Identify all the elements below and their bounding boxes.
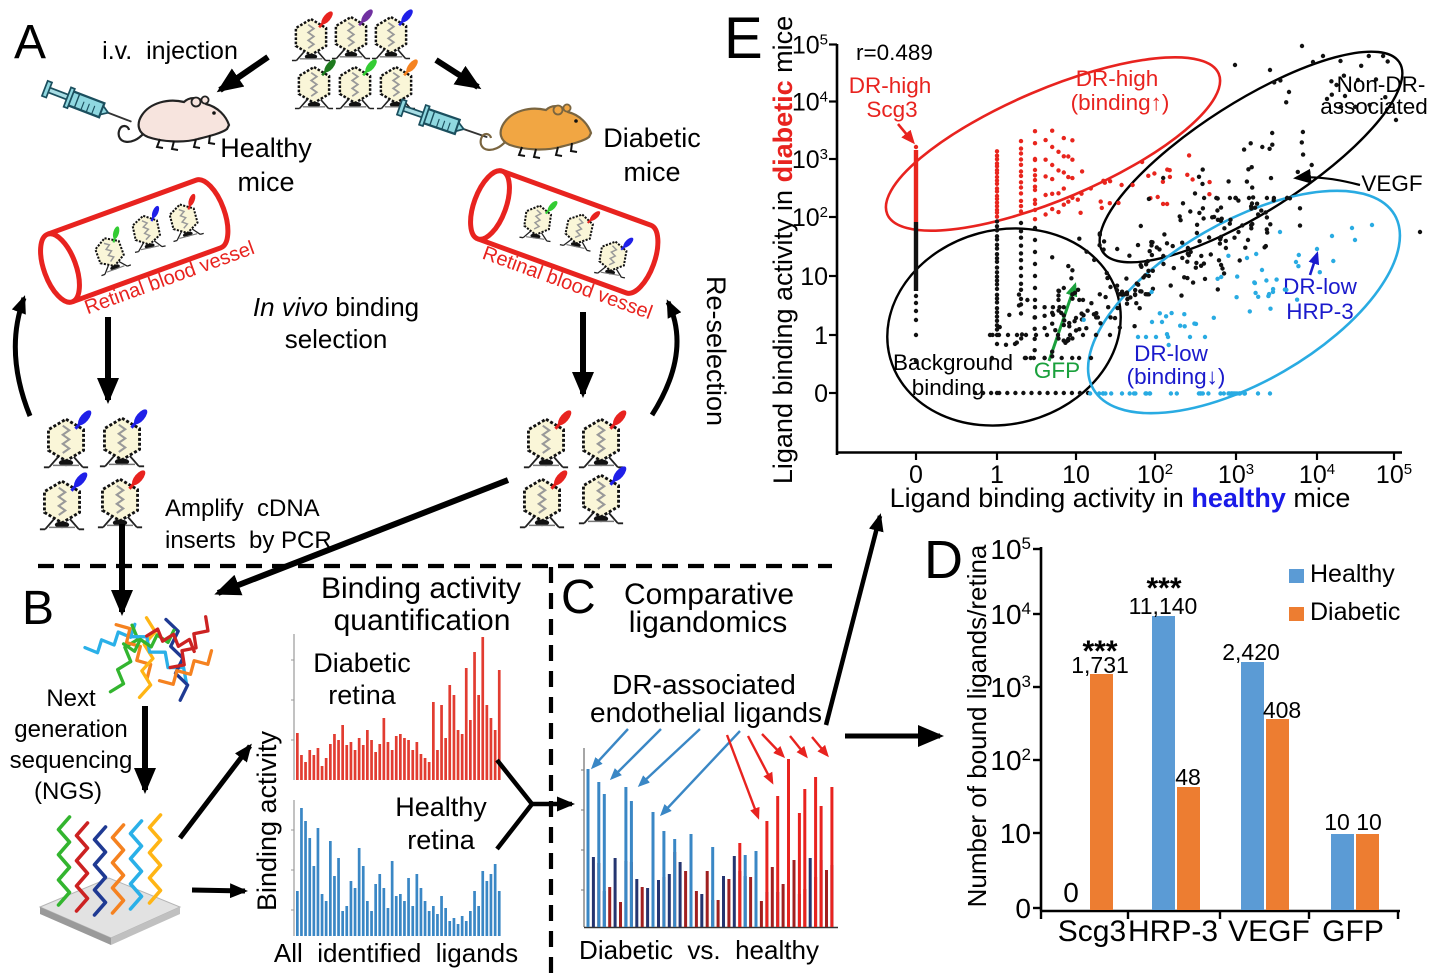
- svg-text:GFP: GFP: [1034, 358, 1080, 383]
- svg-text:selection: selection: [285, 324, 388, 354]
- svg-text:GFP: GFP: [1322, 915, 1384, 948]
- svg-text:DR-associated: DR-associated: [612, 669, 796, 700]
- svg-text:Binding activity: Binding activity: [321, 572, 521, 605]
- svg-text:DR-low: DR-low: [1283, 274, 1358, 299]
- svg-text:i.v. injection: i.v. injection: [102, 37, 238, 65]
- svg-text:Binding activity: Binding activity: [252, 730, 282, 911]
- svg-text:Re-selection: Re-selection: [701, 276, 731, 426]
- svg-text:r=0.489: r=0.489: [856, 40, 933, 65]
- svg-text:0: 0: [814, 380, 828, 408]
- svg-text:2,420: 2,420: [1222, 639, 1280, 665]
- svg-text:Number of bound ligands/retina: Number of bound ligands/retina: [962, 544, 992, 907]
- svg-text:(binding↓): (binding↓): [1127, 364, 1226, 389]
- svg-text:associated: associated: [1320, 94, 1428, 119]
- svg-text:B: B: [22, 582, 54, 635]
- svg-text:VEGF: VEGF: [1228, 915, 1310, 948]
- svg-text:***: ***: [1082, 635, 1117, 668]
- svg-text:Non-DR-: Non-DR-: [1337, 72, 1426, 97]
- svg-text:***: ***: [1146, 572, 1181, 605]
- svg-text:retina: retina: [407, 825, 476, 855]
- svg-text:Healthy: Healthy: [1310, 560, 1395, 588]
- svg-text:retina: retina: [328, 680, 397, 710]
- svg-text:inserts by PCR: inserts by PCR: [165, 527, 332, 554]
- svg-text:0: 0: [909, 461, 923, 489]
- svg-text:(binding↑): (binding↑): [1071, 90, 1170, 115]
- svg-text:10: 10: [800, 263, 828, 291]
- svg-text:10 10: 10 10: [1324, 809, 1382, 835]
- svg-text:endothelial ligands: endothelial ligands: [590, 697, 822, 728]
- svg-text:Diabetic: Diabetic: [313, 648, 411, 678]
- svg-text:Diabetic: Diabetic: [1310, 598, 1400, 626]
- svg-text:Background: Background: [893, 350, 1013, 375]
- svg-text:A: A: [14, 16, 46, 69]
- svg-text:10: 10: [1062, 461, 1090, 489]
- svg-text:Ligand binding activity in hea: Ligand binding activity in healthy mice: [890, 483, 1351, 513]
- svg-text:VEGF: VEGF: [1361, 171, 1422, 196]
- svg-text:Healthy: Healthy: [220, 133, 312, 163]
- svg-text:quantification: quantification: [334, 604, 511, 637]
- svg-text:0: 0: [1015, 893, 1031, 924]
- svg-text:generation: generation: [14, 716, 127, 743]
- svg-text:DR-low: DR-low: [1134, 341, 1209, 366]
- svg-text:mice: mice: [237, 167, 294, 197]
- svg-text:Comparative: Comparative: [624, 578, 794, 611]
- svg-text:sequencing: sequencing: [10, 747, 133, 774]
- svg-text:408: 408: [1263, 697, 1301, 723]
- svg-text:1: 1: [814, 322, 828, 350]
- svg-text:Ligand binding activity in dia: Ligand binding activity in diabetic mice: [768, 16, 798, 484]
- svg-text:10: 10: [1000, 818, 1031, 849]
- svg-text:E: E: [724, 6, 763, 71]
- svg-text:Amplify cDNA: Amplify cDNA: [165, 495, 320, 522]
- svg-text:HRP-3: HRP-3: [1128, 915, 1218, 948]
- svg-text:binding: binding: [912, 375, 985, 400]
- svg-text:48: 48: [1175, 764, 1201, 790]
- svg-text:DR-high: DR-high: [1076, 66, 1159, 91]
- svg-text:Diabetic: Diabetic: [603, 123, 701, 153]
- svg-text:In vivo binding: In vivo binding: [253, 292, 419, 322]
- svg-text:1: 1: [990, 461, 1004, 489]
- svg-text:Scg3: Scg3: [1058, 915, 1126, 948]
- svg-text:(NGS): (NGS): [34, 778, 102, 805]
- svg-text:Scg3: Scg3: [866, 97, 917, 122]
- svg-text:DR-high: DR-high: [849, 73, 932, 98]
- svg-text:ligandomics: ligandomics: [629, 606, 787, 639]
- svg-text:mice: mice: [623, 157, 680, 187]
- svg-text:Healthy: Healthy: [395, 792, 487, 822]
- svg-text:Next: Next: [46, 685, 96, 712]
- svg-text:Diabetic vs. healthy: Diabetic vs. healthy: [579, 935, 819, 965]
- svg-text:11,140: 11,140: [1129, 593, 1198, 619]
- svg-text:C: C: [561, 571, 596, 624]
- svg-text:1,731: 1,731: [1071, 652, 1129, 678]
- svg-text:104: 104: [792, 89, 828, 117]
- svg-text:0: 0: [1063, 877, 1079, 908]
- svg-text:D: D: [924, 530, 963, 590]
- svg-text:All identified ligands: All identified ligands: [274, 938, 518, 968]
- svg-text:HRP-3: HRP-3: [1286, 299, 1354, 324]
